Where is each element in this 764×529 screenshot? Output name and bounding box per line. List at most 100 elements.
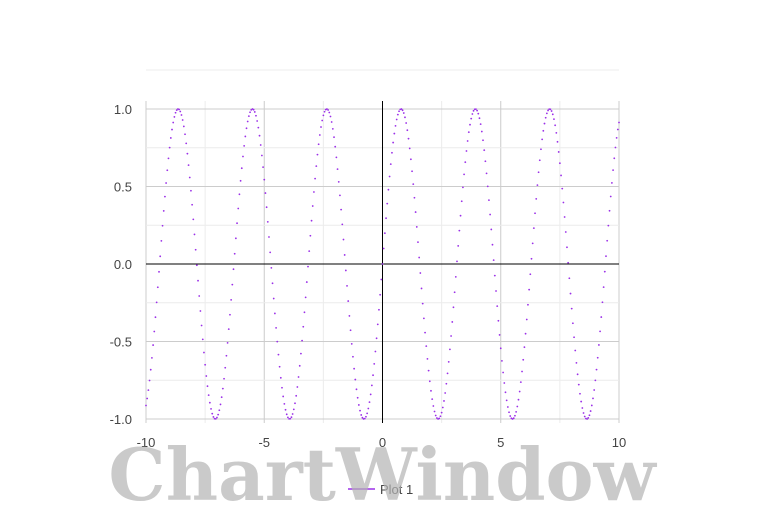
data-point: [269, 251, 272, 254]
data-point: [606, 239, 609, 242]
data-point: [230, 298, 233, 301]
data-point: [227, 328, 230, 331]
data-point: [171, 128, 173, 131]
data-point: [318, 134, 321, 136]
data-point: [175, 109, 178, 112]
data-point: [592, 397, 594, 400]
data-point: [354, 378, 357, 381]
data-point: [566, 246, 568, 249]
data-point: [575, 362, 578, 364]
data-point: [425, 345, 428, 348]
data-point: [389, 163, 392, 166]
data-point: [611, 182, 613, 184]
data-point: [553, 118, 555, 120]
data-point: [320, 126, 322, 128]
data-point: [201, 338, 204, 341]
data-point: [556, 140, 559, 143]
data-point: [402, 112, 405, 114]
data-point: [577, 383, 580, 386]
data-point: [531, 242, 534, 245]
data-point: [506, 406, 509, 408]
data-point: [206, 385, 209, 388]
data-point: [225, 354, 228, 357]
data-point: [165, 182, 168, 184]
data-point: [554, 124, 557, 127]
data-point: [482, 139, 484, 142]
data-point: [240, 167, 243, 170]
data-point: [339, 194, 341, 197]
data-point: [256, 120, 259, 122]
data-point: [608, 209, 611, 212]
data-point: [355, 388, 358, 391]
data-point: [588, 414, 591, 417]
data-point: [295, 394, 298, 397]
data-point: [231, 283, 234, 286]
data-point: [316, 153, 319, 156]
data-point: [374, 350, 377, 353]
data-point: [570, 307, 573, 310]
legend[interactable]: Plot 1: [348, 482, 413, 497]
data-point: [426, 357, 429, 360]
data-point: [512, 417, 515, 420]
data-point: [447, 360, 450, 363]
data-point: [148, 379, 151, 382]
data-point: [156, 286, 159, 289]
data-point: [179, 110, 182, 113]
data-point: [229, 313, 231, 316]
data-point: [433, 410, 436, 413]
data-point: [574, 349, 577, 352]
data-point: [185, 142, 188, 145]
data-point: [502, 371, 505, 374]
data-point: [612, 169, 614, 172]
data-point: [466, 140, 469, 142]
data-point: [262, 166, 264, 169]
data-point: [323, 110, 326, 113]
data-point: [330, 121, 333, 123]
data-point: [524, 332, 527, 335]
data-point: [449, 348, 451, 351]
data-point: [337, 180, 340, 183]
data-point: [161, 224, 164, 227]
data-point: [582, 412, 585, 414]
data-point: [535, 197, 538, 200]
data-point: [191, 203, 194, 206]
data-point: [454, 275, 457, 278]
data-point: [187, 164, 190, 166]
data-point: [369, 393, 372, 396]
data-point: [146, 397, 149, 400]
data-point: [523, 346, 526, 349]
data-point: [178, 108, 181, 111]
data-point: [563, 216, 566, 218]
data-point: [464, 161, 467, 164]
y-tick-label: 0.5: [114, 180, 132, 195]
data-point: [291, 413, 294, 415]
data-point: [519, 381, 522, 384]
data-point: [276, 340, 279, 343]
data-point: [422, 317, 425, 320]
data-point: [211, 412, 214, 415]
data-point: [405, 122, 408, 124]
data-point: [246, 120, 249, 123]
data-point: [239, 179, 242, 182]
data-point: [234, 237, 237, 240]
data-point: [366, 412, 369, 415]
data-point: [599, 330, 601, 333]
data-point: [462, 186, 464, 189]
data-point: [247, 115, 250, 118]
data-point: [508, 411, 510, 414]
data-point: [164, 195, 166, 198]
data-point: [504, 391, 507, 394]
data-point: [292, 408, 295, 411]
data-point: [160, 240, 163, 242]
data-point: [594, 379, 597, 382]
data-point: [347, 300, 350, 302]
data-point: [311, 205, 314, 207]
data-point: [450, 335, 452, 337]
data-point: [199, 310, 202, 312]
data-point: [349, 329, 352, 332]
data-point: [493, 274, 496, 277]
data-point: [590, 404, 593, 407]
data-point: [398, 110, 400, 113]
data-point: [370, 384, 373, 387]
data-point: [564, 231, 567, 233]
